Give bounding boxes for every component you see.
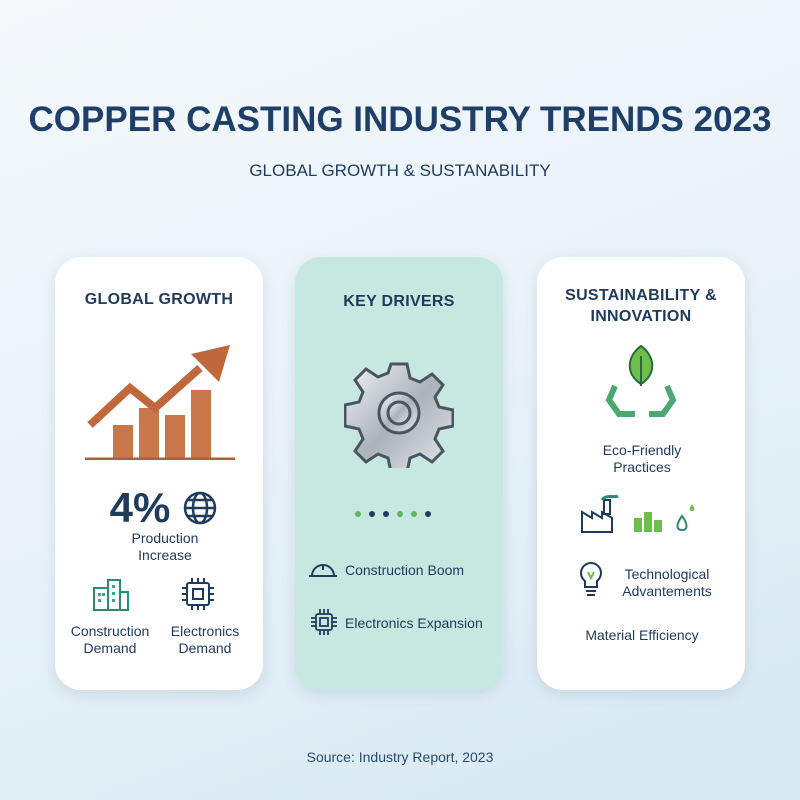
card-growth bbox=[55, 257, 263, 690]
chip-icon bbox=[182, 578, 214, 610]
chip-icon bbox=[311, 609, 337, 635]
card-drivers bbox=[295, 257, 503, 690]
helmet-icon bbox=[309, 564, 337, 577]
item-label: Construction Boom bbox=[345, 562, 465, 578]
globe-icon bbox=[183, 491, 217, 525]
bulb-icon bbox=[580, 561, 602, 596]
subtitle: GLOBAL GROWTH & SUSTANABILITY bbox=[249, 161, 551, 180]
item-label: Technological Advantements bbox=[622, 566, 712, 599]
card-sustainability bbox=[537, 257, 745, 690]
title: COPPER CASTING INDUSTRY TRENDS 2023 bbox=[28, 100, 772, 139]
item-label: Electronics Demand bbox=[170, 623, 240, 656]
card-title: GLOBAL GROWTH bbox=[84, 291, 234, 308]
card-title: SUSTAINABILITY & INNOVATION bbox=[565, 287, 717, 325]
item-label: Electronics Expansion bbox=[345, 615, 483, 631]
footer: Source: Industry Report, 2023 bbox=[306, 749, 494, 765]
growth-chart-icon bbox=[85, 345, 235, 460]
item-label: Eco-Friendly Practices bbox=[602, 442, 682, 475]
building-icon bbox=[93, 579, 129, 611]
item-label: Construction Demand bbox=[70, 623, 150, 656]
item-label: Material Efficiency bbox=[585, 627, 699, 643]
factory-icons bbox=[581, 494, 695, 533]
eco-icon bbox=[605, 344, 677, 417]
stat: 4% bbox=[109, 484, 171, 531]
dots bbox=[355, 511, 431, 517]
gear-icon bbox=[344, 362, 454, 468]
card-title: KEY DRIVERS bbox=[343, 293, 455, 310]
stat-label: Production Increase bbox=[131, 530, 199, 563]
